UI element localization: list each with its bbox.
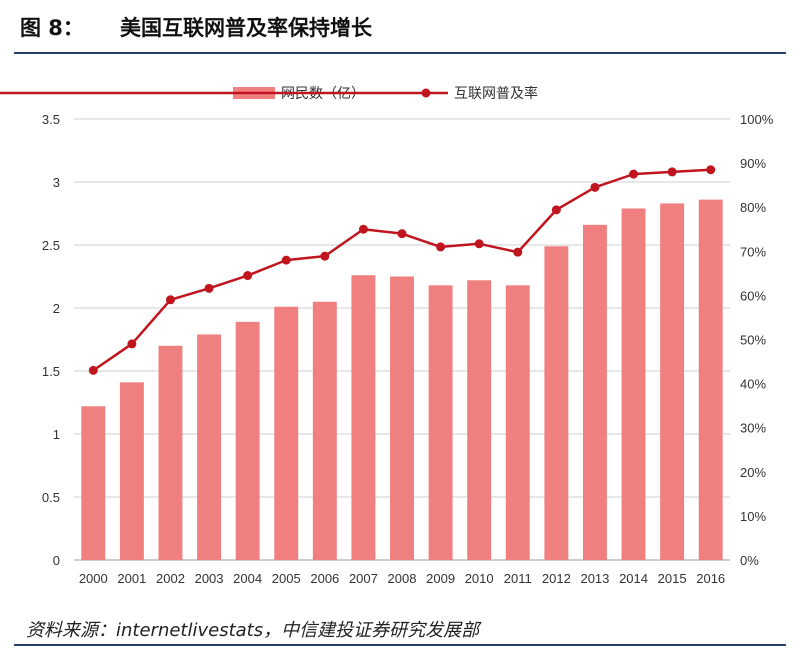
line-point xyxy=(706,165,716,175)
x-tick-label: 2009 xyxy=(426,571,455,586)
chart: 网民数（亿） 互联网普及率 0 0.5 1 1.5 2 2.5 3 3.5 0% 10% 20% 3… xyxy=(0,85,774,586)
right-tick-label: 70% xyxy=(740,244,766,259)
bar xyxy=(81,406,106,560)
bar xyxy=(544,246,569,560)
right-tick-label: 80% xyxy=(740,200,766,215)
right-tick-label: 30% xyxy=(740,421,766,436)
line-point xyxy=(204,283,214,293)
line-point xyxy=(281,255,291,265)
bar xyxy=(351,275,376,560)
legend: 网民数（亿） 互联网普及率 xyxy=(0,85,538,102)
line-point xyxy=(667,167,677,177)
x-tick-label: 2006 xyxy=(310,571,339,586)
bar xyxy=(390,276,414,560)
right-axis-ticks: 0% 10% 20% 30% 40% 50% 60% 70% 80% 90% 100% xyxy=(740,112,774,568)
bar xyxy=(505,285,530,560)
source-note: 资料来源：internetlivestats，中信建投证券研究发展部 xyxy=(26,620,480,641)
line-point xyxy=(436,242,446,252)
line-point xyxy=(397,229,407,239)
right-tick-label: 90% xyxy=(740,156,766,171)
line-point xyxy=(358,224,368,234)
right-tick-label: 20% xyxy=(740,465,766,480)
line-point xyxy=(474,239,484,249)
figure-title: 图 8： 美国互联网普及率保持增长 xyxy=(20,8,780,48)
line-point xyxy=(243,271,253,281)
bar xyxy=(582,224,607,560)
x-tick-label: 2003 xyxy=(195,571,224,586)
bar xyxy=(235,321,260,560)
x-tick-label: 2008 xyxy=(388,571,417,586)
bar xyxy=(274,306,299,560)
line-point xyxy=(590,182,600,192)
line-point xyxy=(88,365,98,375)
line-point xyxy=(165,295,175,305)
x-tick-label: 2005 xyxy=(272,571,301,586)
left-tick-label: 2 xyxy=(53,301,60,316)
bar xyxy=(428,285,453,560)
x-tick-label: 2007 xyxy=(349,571,378,586)
left-tick-label: 1 xyxy=(53,427,60,442)
legend-line-label: 互联网普及率 xyxy=(454,85,538,102)
x-tick-label: 2000 xyxy=(79,571,108,586)
left-tick-label: 3 xyxy=(53,175,60,190)
legend-line-marker xyxy=(421,88,431,98)
x-tick-label: 2011 xyxy=(504,571,532,586)
bar xyxy=(158,345,183,560)
line-point xyxy=(629,169,639,179)
bar xyxy=(119,382,144,560)
bar xyxy=(197,334,222,560)
left-tick-label: 0 xyxy=(53,553,60,568)
right-tick-label: 60% xyxy=(740,288,766,303)
right-tick-label: 40% xyxy=(740,377,766,392)
x-tick-label: 2001 xyxy=(117,571,146,586)
title-divider xyxy=(14,52,786,54)
left-tick-label: 3.5 xyxy=(42,112,60,127)
x-tick-label: 2013 xyxy=(580,571,609,586)
bar xyxy=(660,203,685,561)
bar xyxy=(621,208,646,560)
bottom-divider xyxy=(14,644,786,646)
bar xyxy=(467,280,492,560)
line-point xyxy=(127,339,137,349)
x-axis-ticks: 2000 2001 2002 2003 2004 2005 2006 2007 2008 2009… xyxy=(79,571,725,586)
line-series xyxy=(88,165,716,375)
line-point xyxy=(551,205,561,215)
x-tick-label: 2004 xyxy=(233,571,262,586)
x-tick-label: 2002 xyxy=(156,571,185,586)
x-tick-label: 2012 xyxy=(542,571,571,586)
figure-label: 图 8： xyxy=(20,16,84,40)
bar-series xyxy=(81,199,723,561)
left-axis-ticks: 0 0.5 1 1.5 2 2.5 3 3.5 xyxy=(42,112,60,568)
left-tick-label: 2.5 xyxy=(42,238,60,253)
right-tick-label: 0% xyxy=(740,553,759,568)
x-tick-label: 2016 xyxy=(696,571,725,586)
left-tick-label: 0.5 xyxy=(42,490,60,505)
x-tick-label: 2010 xyxy=(465,571,494,586)
left-tick-label: 1.5 xyxy=(42,364,60,379)
right-tick-label: 50% xyxy=(740,333,766,348)
bar xyxy=(312,301,337,560)
line-point xyxy=(513,247,523,257)
bar xyxy=(698,199,723,560)
right-tick-label: 100% xyxy=(740,112,774,127)
x-tick-label: 2014 xyxy=(619,571,648,586)
figure-title-text: 美国互联网普及率保持增长 xyxy=(120,16,372,40)
right-tick-label: 10% xyxy=(740,509,766,524)
line-point xyxy=(320,251,330,261)
x-tick-label: 2015 xyxy=(658,571,687,586)
